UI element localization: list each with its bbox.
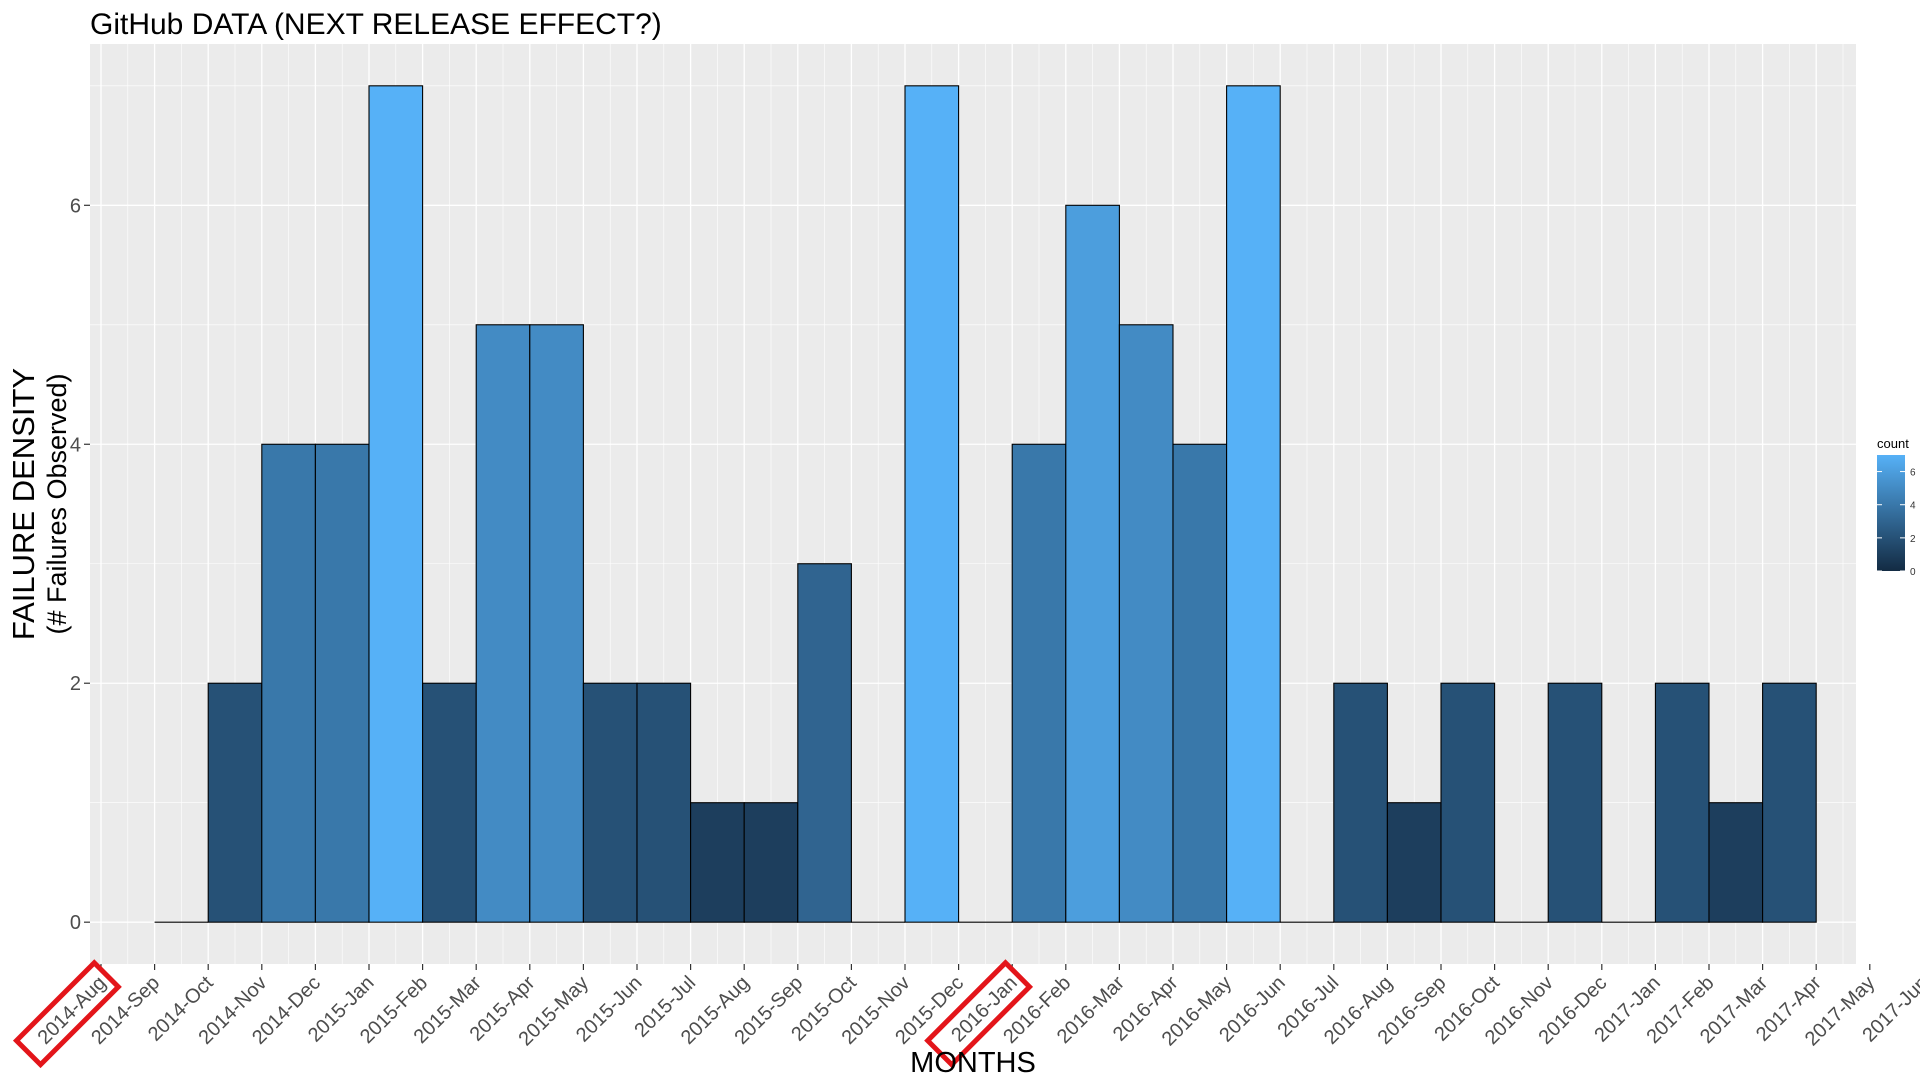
histogram-bar <box>207 682 263 923</box>
legend-tick-label: 2 <box>1910 534 1916 545</box>
y-axis-title: FAILURE DENSITY (# Failures Observed) <box>6 368 72 640</box>
x-axis-title: MONTHS <box>910 1047 1036 1079</box>
histogram-bar <box>797 563 852 923</box>
legend-tick-label: 0 <box>1910 567 1916 578</box>
histogram-bar <box>1708 802 1764 923</box>
legend-tick-label: 6 <box>1910 468 1916 479</box>
highlight-rect <box>924 959 1034 1069</box>
histogram-bar <box>1440 682 1496 923</box>
y-tick-label: 2 <box>70 673 81 695</box>
histogram-bar <box>1172 443 1228 923</box>
chart-title: GitHub DATA (NEXT RELEASE EFFECT?) <box>90 8 662 41</box>
histogram-bar <box>1333 682 1388 923</box>
legend-colorbar <box>1877 455 1905 571</box>
histogram-bar <box>422 682 477 923</box>
y-tick-label: 6 <box>70 195 81 217</box>
histogram-bar <box>1654 682 1710 923</box>
histogram-bar <box>1386 802 1442 923</box>
histogram-bar <box>529 324 584 923</box>
histogram-bar <box>314 443 370 923</box>
histogram-bar <box>475 324 531 923</box>
legend: count 0 2 4 6 <box>1877 436 1916 578</box>
histogram-bar <box>582 682 638 923</box>
highlight-box-2014-Aug <box>12 959 122 1069</box>
highlight-rect <box>12 959 122 1069</box>
highlight-box-2016-Jan <box>924 959 1034 1069</box>
legend-tick-label: 4 <box>1910 501 1916 512</box>
histogram-bar <box>690 802 745 923</box>
histogram-bar <box>1226 85 1281 923</box>
histogram-bar <box>261 443 316 923</box>
y-tick-label: 4 <box>70 434 81 456</box>
highlight-boxes <box>12 959 1034 1069</box>
y-axis-title-line2: (# Failures Observed) <box>42 373 72 634</box>
bars <box>154 85 1817 923</box>
histogram-bar <box>636 682 692 923</box>
histogram-bar <box>1118 324 1174 923</box>
histogram-bar <box>1762 682 1817 923</box>
histogram-bar <box>1547 682 1603 923</box>
histogram-bar <box>743 802 799 923</box>
histogram-bar <box>1011 443 1067 923</box>
legend-title: count <box>1877 436 1909 451</box>
y-axis: 0 2 4 6 <box>70 195 90 934</box>
y-axis-title-line1: FAILURE DENSITY <box>6 368 41 640</box>
histogram-bar <box>1065 204 1120 923</box>
histogram-bar <box>904 85 960 923</box>
y-tick-label: 0 <box>70 912 81 934</box>
legend-ticks: 0 2 4 6 <box>1877 468 1916 578</box>
histogram-bar <box>368 85 424 923</box>
